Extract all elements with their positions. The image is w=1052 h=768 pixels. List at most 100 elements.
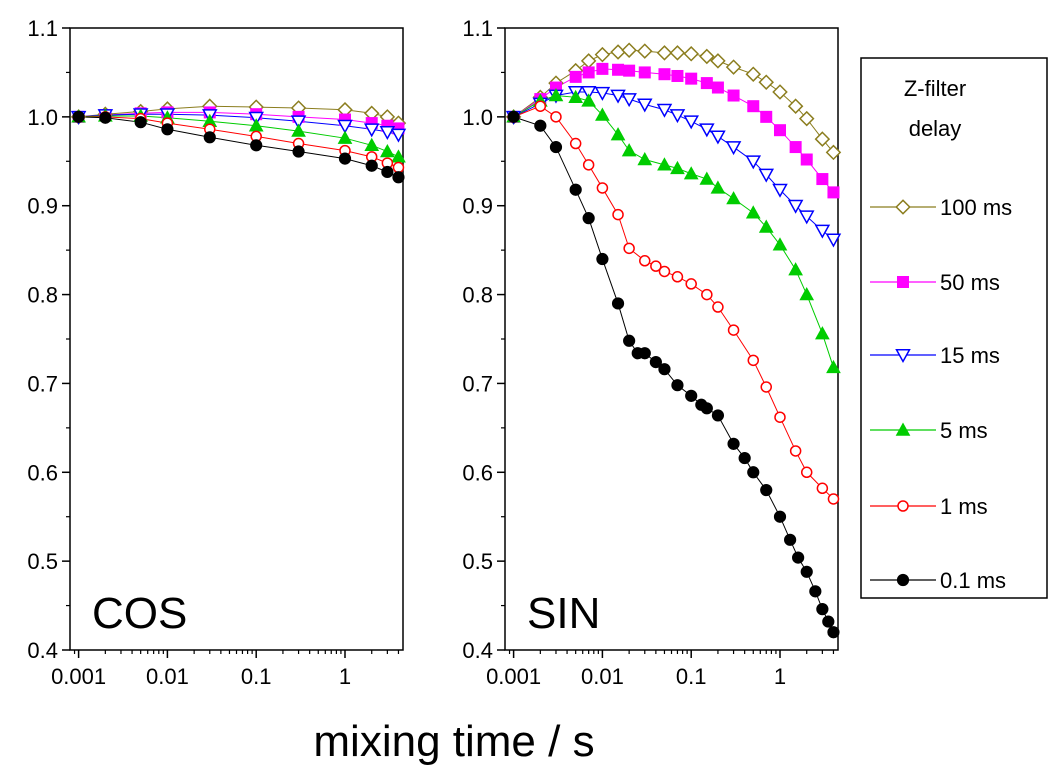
panel-cos: 0.4 0.5 0.6 0.7 0.8 0.9 1.0 1.1 0.001 0.01 0.1 1 C… xyxy=(27,16,407,689)
legend-title-line-1: Z-filter xyxy=(904,76,966,101)
data-point xyxy=(827,186,840,199)
data-point xyxy=(595,107,610,121)
data-point xyxy=(99,111,112,124)
data-point xyxy=(774,411,786,423)
data-point xyxy=(699,171,715,185)
data-point xyxy=(814,131,831,147)
legend-label: 50 ms xyxy=(940,270,1000,295)
data-point xyxy=(800,565,813,578)
axis-ticks xyxy=(497,27,835,658)
x-tick-label: 0.1 xyxy=(241,664,272,689)
data-point xyxy=(381,165,394,179)
data-point xyxy=(291,123,306,137)
data-point xyxy=(582,159,595,171)
data-point xyxy=(772,84,788,100)
data-point xyxy=(623,242,635,255)
data-point xyxy=(623,64,636,77)
x-tick-label: 0.001 xyxy=(486,664,541,689)
data-point xyxy=(699,48,715,65)
legend-item: 50 ms xyxy=(870,270,1000,295)
data-point xyxy=(827,493,840,505)
data-point xyxy=(758,74,775,90)
data-point xyxy=(612,63,625,76)
data-point xyxy=(610,44,626,60)
legend-label: 15 ms xyxy=(940,343,1000,368)
data-point xyxy=(747,100,760,113)
legend-marker xyxy=(895,199,911,215)
y-tick-label: 0.6 xyxy=(462,460,493,485)
y-tick-label: 0.8 xyxy=(462,283,493,308)
data-point xyxy=(594,46,611,63)
data-point xyxy=(639,255,651,267)
data-point xyxy=(799,287,815,301)
panel-label-sin: SIN xyxy=(527,589,600,638)
data-point xyxy=(638,347,651,360)
data-point xyxy=(760,483,773,497)
data-point xyxy=(569,70,582,83)
y-tick-label: 0.9 xyxy=(27,194,58,219)
data-point xyxy=(787,199,804,214)
data-point xyxy=(738,451,751,465)
data-point xyxy=(825,233,842,248)
data-point xyxy=(379,126,396,141)
y-tick-label: 1.0 xyxy=(462,105,493,130)
data-point xyxy=(290,115,307,130)
legend: Z-filter delay 100 ms 50 ms 15 ms 5 ms 1 ms 0… xyxy=(860,57,1048,599)
legend-marker xyxy=(896,573,910,587)
series-line xyxy=(513,91,834,240)
data-point xyxy=(582,66,595,79)
legend-marker xyxy=(897,500,909,512)
x-tick-label: 0.1 xyxy=(676,664,707,689)
data-point xyxy=(569,137,582,150)
legend-label: 0.1 ms xyxy=(940,568,1006,593)
data-point xyxy=(656,103,673,118)
data-point xyxy=(725,141,742,156)
panel-label-cos: COS xyxy=(92,589,187,638)
data-point xyxy=(392,171,405,184)
data-point xyxy=(596,182,609,194)
series-line xyxy=(513,95,834,368)
y-tick-labels: 0.4 0.5 0.6 0.7 0.8 0.9 1.0 1.1 xyxy=(27,16,58,663)
y-tick-label: 0.5 xyxy=(27,549,58,574)
data-point xyxy=(534,100,547,112)
data-point xyxy=(699,123,715,138)
data-point xyxy=(671,379,684,392)
y-tick-labels: 0.4 0.5 0.6 0.7 0.8 0.9 1.0 1.1 xyxy=(462,16,493,663)
data-point xyxy=(203,131,216,144)
legend-label: 5 ms xyxy=(940,418,988,443)
data-point xyxy=(621,93,637,108)
data-point xyxy=(800,153,813,166)
data-point xyxy=(656,45,673,61)
legend-item: 5 ms xyxy=(870,418,988,443)
series-line xyxy=(513,49,834,153)
legend-item: 100 ms xyxy=(870,195,1012,220)
x-axis-label: mixing time / s xyxy=(313,717,594,766)
y-tick-label: 1.0 xyxy=(27,105,58,130)
data-point xyxy=(683,46,699,62)
data-point xyxy=(772,237,788,251)
plot-frame xyxy=(69,27,404,651)
data-point xyxy=(745,155,762,170)
data-point xyxy=(726,191,741,205)
data-point xyxy=(669,109,686,124)
data-point xyxy=(789,445,802,457)
data-point xyxy=(745,66,762,82)
data-point xyxy=(363,123,380,138)
series-line xyxy=(78,116,399,178)
data-point xyxy=(814,224,831,239)
y-tick-label: 0.6 xyxy=(27,460,58,485)
data-point xyxy=(568,89,584,104)
x-tick-label: 1 xyxy=(339,664,351,689)
data-point xyxy=(671,69,684,82)
data-point xyxy=(548,88,564,102)
legend-frame xyxy=(860,57,1048,599)
data-point xyxy=(581,93,596,107)
data-point xyxy=(670,160,685,175)
data-point xyxy=(800,466,813,479)
data-point xyxy=(816,173,829,186)
y-tick-label: 0.8 xyxy=(27,283,58,308)
data-point xyxy=(809,585,822,598)
y-tick-label: 0.4 xyxy=(462,638,493,663)
data-point xyxy=(649,356,662,369)
data-point xyxy=(701,288,713,301)
